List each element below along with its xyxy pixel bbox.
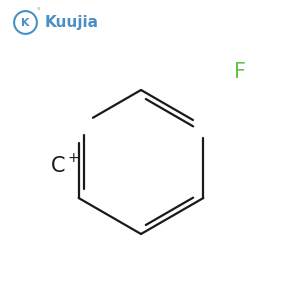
Text: °: ° (37, 8, 40, 14)
Text: Kuujia: Kuujia (44, 15, 98, 30)
Text: +: + (68, 151, 79, 164)
Text: F: F (234, 62, 246, 82)
Text: C: C (51, 157, 66, 176)
Text: K: K (21, 17, 30, 28)
